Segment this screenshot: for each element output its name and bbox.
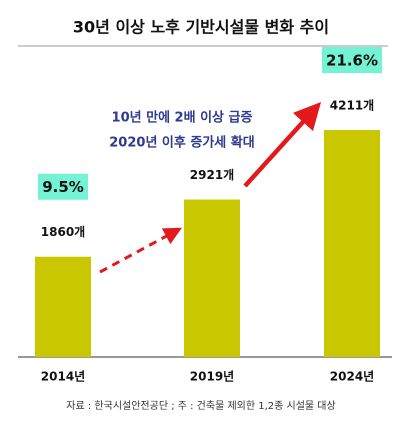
rate-label: 9.5% — [42, 178, 84, 196]
x-tick-label: 2014년 — [41, 370, 85, 384]
trend-arrow — [243, 101, 322, 188]
bar — [184, 199, 240, 357]
value-label: 4211개 — [330, 99, 374, 113]
bar — [324, 130, 380, 357]
rate-badge — [322, 47, 382, 74]
value-label: 2921개 — [190, 168, 234, 182]
bar — [35, 256, 91, 357]
x-tick-label: 2019년 — [190, 370, 234, 384]
value-label: 1860개 — [41, 225, 85, 239]
rate-label: 21.6% — [326, 52, 378, 70]
x-tick-label: 2024년 — [330, 370, 374, 384]
annotation: 2020년 이후 증가세 확대 — [109, 135, 254, 151]
source-note: 자료 : 한국시설안전공단 ; 주 : 건축물 제외한 1,2종 시설물 대상 — [66, 400, 335, 412]
trend-arrow — [99, 227, 182, 274]
rate-badge — [38, 173, 88, 200]
annotation: 10년 만에 2배 이상 급증 — [112, 110, 253, 126]
chart-title: 30년 이상 노후 기반시설물 변화 추이 — [73, 18, 329, 37]
